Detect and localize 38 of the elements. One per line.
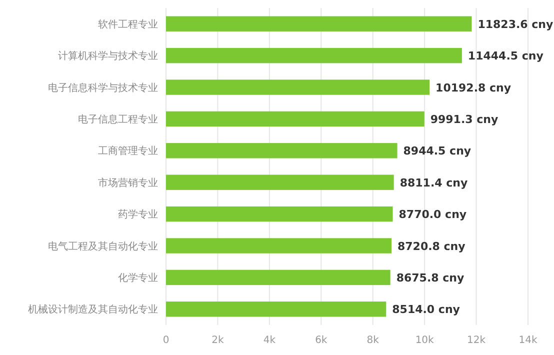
bar (166, 80, 430, 95)
x-tick-label: 2k (212, 335, 224, 346)
bar (166, 16, 472, 32)
data-label: 8514.0 cny (392, 303, 460, 316)
x-tick-label: 12k (467, 335, 486, 346)
bar (166, 111, 424, 127)
y-tick-label: 软件工程专业 (98, 18, 158, 30)
x-tick-label: 4k (263, 335, 276, 346)
bar (166, 238, 392, 254)
bar (166, 48, 462, 64)
y-tick-label: 电气工程及其自动化专业 (48, 240, 158, 252)
x-tick-label: 14k (518, 335, 538, 346)
x-tick-label: 8k (366, 335, 380, 346)
y-tick-label: 工商管理专业 (98, 145, 158, 158)
y-tick-label: 药学专业 (118, 208, 158, 221)
y-tick-label: 化学专业 (118, 272, 158, 284)
x-tick-label: 6k (315, 335, 328, 346)
data-label: 8675.8 cny (396, 271, 464, 284)
bar (166, 302, 386, 317)
y-tick-label: 电子信息工程专业 (78, 113, 158, 126)
data-label: 8770.0 cny (398, 208, 467, 222)
y-tick-label: 市场营销专业 (98, 176, 158, 189)
bar (166, 206, 393, 222)
y-tick-label: 机械设计制造及其自动化专业 (28, 304, 158, 316)
data-label: 9991.3 cny (430, 112, 498, 126)
bar (166, 143, 398, 158)
data-label: 8811.4 cny (400, 176, 468, 190)
x-tick-label: 0 (162, 335, 170, 346)
data-label: 11444.5 cny (468, 50, 544, 63)
y-tick-label: 电子信息科学与技术专业 (48, 82, 158, 94)
y-tick-label: 计算机科学与技术专业 (58, 50, 158, 62)
data-label: 11823.6 cny (478, 18, 554, 31)
data-label: 8944.5 cny (403, 144, 472, 158)
bar (166, 270, 390, 286)
data-label: 8720.8 cny (397, 240, 466, 253)
x-tick-label: 10k (415, 335, 434, 346)
bar (166, 174, 394, 190)
data-label: 10192.8 cny (436, 81, 512, 94)
